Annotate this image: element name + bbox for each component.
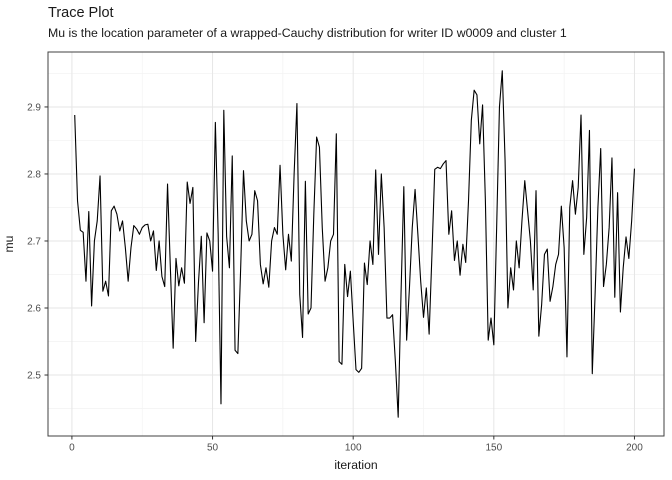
x-tick-label: 150	[485, 443, 502, 454]
panel-border	[47, 51, 665, 437]
y-tick-label: 2.8	[27, 169, 41, 180]
y-tick-label: 2.7	[27, 236, 41, 247]
x-tick-label: 50	[207, 443, 219, 454]
plot-panel	[48, 52, 664, 436]
gridlines-major	[48, 52, 664, 436]
x-axis-ticks: 0 50 100 150 200	[69, 436, 643, 454]
y-tick-label: 2.9	[27, 102, 41, 113]
x-tick-label: 200	[626, 443, 643, 454]
y-axis-ticks: 2.5 2.6 2.7 2.8 2.9	[27, 102, 48, 382]
trace-line	[74, 70, 636, 418]
x-tick-label: 100	[345, 443, 362, 454]
y-tick-label: 2.6	[27, 304, 41, 315]
x-axis-label: iteration	[334, 458, 377, 472]
plot-title: Trace Plot	[48, 5, 114, 21]
x-tick-label: 0	[69, 443, 75, 454]
y-tick-label: 2.5	[27, 371, 41, 382]
plot-subtitle: Mu is the location parameter of a wrappe…	[48, 26, 567, 40]
y-axis-label: mu	[2, 236, 16, 253]
